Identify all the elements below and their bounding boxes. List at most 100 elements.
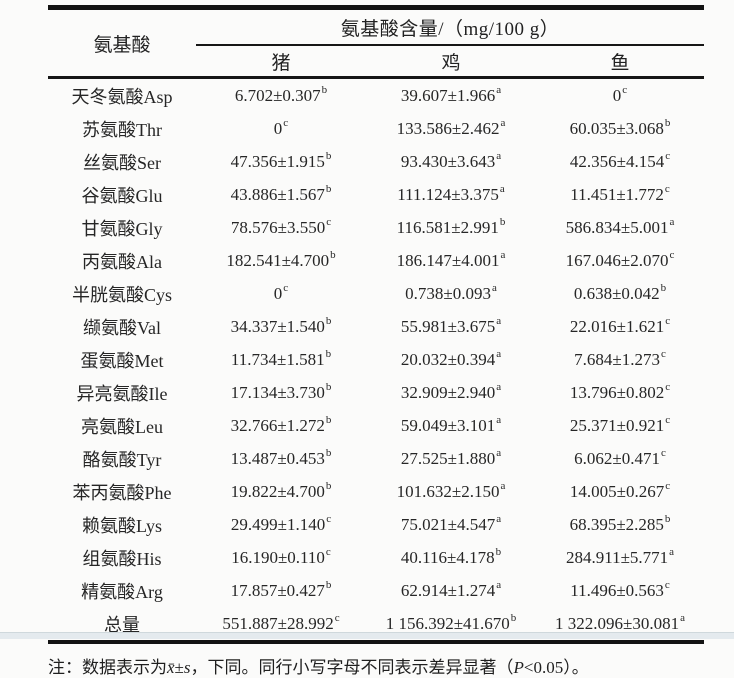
table-row: 异亮氨酸Ile 17.134±3.730b 32.909±2.940a 13.796±…: [48, 376, 704, 409]
value-cell: 40.116±4.178b: [400, 545, 502, 567]
value-cell: 42.356±4.154c: [569, 149, 671, 171]
value-cell: 20.032±0.394a: [400, 347, 502, 369]
value-cell: 133.586±2.462a: [396, 116, 506, 138]
scanned-table-page: 氨基酸 氨基酸含量/（mg/100 g） 猪 鸡 鱼 天冬氨酸Asp 6.702±…: [0, 5, 734, 677]
value-cell: 47.356±1.915b: [230, 149, 332, 171]
value-cell: 17.134±3.730b: [230, 380, 332, 402]
table-row: 亮氨酸Leu 32.766±1.272b 59.049±3.101a 25.371±0…: [48, 409, 704, 442]
significance-letter: b: [499, 215, 506, 228]
significance-letter: a: [496, 314, 502, 327]
column-header-content-group: 氨基酸含量/（mg/100 g）: [196, 7, 704, 46]
value-cell: 0.638±0.042b: [573, 281, 667, 303]
value-cell: 78.576±3.550c: [230, 215, 332, 237]
value-cell: 0c: [612, 83, 628, 105]
amino-acid-name: 丙氨酸Ala: [82, 251, 162, 272]
footnote-p-symbol: P: [513, 658, 524, 677]
amino-acid-name: 甘氨酸Gly: [81, 218, 163, 239]
value-cell: 75.021±4.547a: [400, 512, 502, 534]
significance-letter: a: [669, 215, 675, 228]
footnote-mean-symbol: x̄: [167, 658, 175, 677]
significance-letter: b: [510, 611, 517, 624]
significance-letter: a: [669, 545, 675, 558]
column-header-fish: 鱼: [536, 45, 704, 79]
amino-acid-name: 丝氨酸Ser: [83, 152, 161, 173]
significance-letter: a: [496, 413, 502, 426]
significance-letter: a: [496, 446, 502, 459]
value-cell: 11.496±0.563c: [570, 578, 670, 600]
amino-acid-content-table: 氨基酸 氨基酸含量/（mg/100 g） 猪 鸡 鱼 天冬氨酸Asp 6.702±…: [48, 5, 704, 644]
significance-letter: c: [665, 149, 671, 162]
significance-letter: b: [325, 479, 332, 492]
significance-letter: b: [660, 281, 667, 294]
footnote-middle: ，下同。同行小写字母不同表示差异显著（: [190, 658, 514, 677]
value-cell: 0.738±0.093a: [405, 281, 497, 303]
value-cell: 14.005±0.267c: [569, 479, 671, 501]
table-row: 缬氨酸Val 34.337±1.540b 55.981±3.675a 22.016±1…: [48, 310, 704, 343]
significance-letter: b: [664, 512, 671, 525]
table-row: 天冬氨酸Asp 6.702±0.307b 39.607±1.966a 0c: [48, 78, 704, 113]
amino-acid-name: 酪氨酸Tyr: [82, 449, 162, 470]
significance-letter: c: [669, 248, 675, 261]
significance-letter: b: [325, 578, 332, 591]
value-cell: 1 156.392±41.670b: [385, 611, 517, 633]
significance-letter: b: [325, 182, 332, 195]
value-cell: 25.371±0.921c: [569, 413, 671, 435]
significance-letter: c: [283, 281, 289, 294]
table-row: 总量 551.887±28.992c 1 156.392±41.670b 1 322.…: [48, 607, 704, 642]
significance-letter: a: [499, 182, 505, 195]
footnote: 注：数据表示为x̄±s，下同。同行小写字母不同表示差异显著（P<0.05）。: [48, 653, 734, 678]
significance-letter: a: [491, 281, 497, 294]
amino-acid-name: 亮氨酸Leu: [81, 416, 163, 437]
table-row: 甘氨酸Gly 78.576±3.550c 116.581±2.991b 586.834…: [48, 211, 704, 244]
significance-letter: b: [321, 83, 328, 96]
table-row: 精氨酸Arg 17.857±0.427b 62.914±1.274a 11.496±0…: [48, 574, 704, 607]
significance-letter: a: [500, 116, 506, 129]
table-row: 赖氨酸Lys 29.499±1.140c 75.021±4.547a 68.395±2…: [48, 508, 704, 541]
value-cell: 39.607±1.966a: [400, 83, 502, 105]
significance-letter: c: [334, 611, 340, 624]
amino-acid-name: 半胱氨酸Cys: [71, 284, 172, 305]
amino-acid-name: 总量: [104, 614, 140, 635]
significance-letter: b: [325, 380, 332, 393]
significance-letter: a: [496, 347, 502, 360]
value-cell: 19.822±4.700b: [230, 479, 332, 501]
significance-letter: c: [283, 116, 289, 129]
amino-acid-name: 组氨酸His: [82, 548, 162, 569]
value-cell: 101.632±2.150a: [396, 479, 506, 501]
significance-letter: c: [665, 314, 671, 327]
significance-letter: b: [325, 446, 332, 459]
value-cell: 62.914±1.274a: [400, 578, 502, 600]
amino-acid-name: 谷氨酸Glu: [81, 185, 163, 206]
value-cell: 55.981±3.675a: [400, 314, 502, 336]
value-cell: 59.049±3.101a: [400, 413, 502, 435]
value-cell: 27.525±1.880a: [400, 446, 502, 468]
header-row-species: 猪 鸡 鱼: [48, 45, 704, 79]
amino-acid-name: 异亮氨酸Ile: [76, 383, 168, 404]
value-cell: 186.147±4.001a: [396, 248, 506, 270]
table-row: 丝氨酸Ser 47.356±1.915b 93.430±3.643a 42.356±4…: [48, 145, 704, 178]
significance-letter: a: [496, 512, 502, 525]
value-cell: 93.430±3.643a: [400, 149, 502, 171]
significance-letter: a: [496, 380, 502, 393]
value-cell: 7.684±1.273c: [574, 347, 666, 369]
table-row: 蛋氨酸Met 11.734±1.581b 20.032±0.394a 7.684±1.…: [48, 343, 704, 376]
significance-letter: a: [496, 83, 502, 96]
footnote-prefix: 注：数据表示为: [48, 658, 167, 677]
amino-acid-name: 赖氨酸Lys: [81, 515, 162, 536]
value-cell: 0c: [273, 281, 289, 303]
value-cell: 43.886±1.567b: [230, 182, 332, 204]
value-cell: 116.581±2.991b: [396, 215, 506, 237]
significance-letter: a: [496, 149, 502, 162]
amino-acid-name: 缬氨酸Val: [83, 317, 161, 338]
value-cell: 167.046±2.070c: [565, 248, 675, 270]
value-cell: 284.911±5.771a: [565, 545, 675, 567]
significance-letter: b: [330, 248, 336, 261]
value-cell: 1 322.096±30.081a: [555, 611, 685, 633]
significance-letter: c: [665, 479, 671, 492]
significance-letter: b: [325, 149, 332, 162]
significance-letter: c: [660, 347, 666, 360]
table-row: 组氨酸His 16.190±0.110c 40.116±4.178b 284.911±…: [48, 541, 704, 574]
value-cell: 16.190±0.110c: [231, 545, 331, 567]
significance-letter: c: [326, 215, 332, 228]
table-row: 苯丙氨酸Phe 19.822±4.700b 101.632±2.150a 14.005…: [48, 475, 704, 508]
